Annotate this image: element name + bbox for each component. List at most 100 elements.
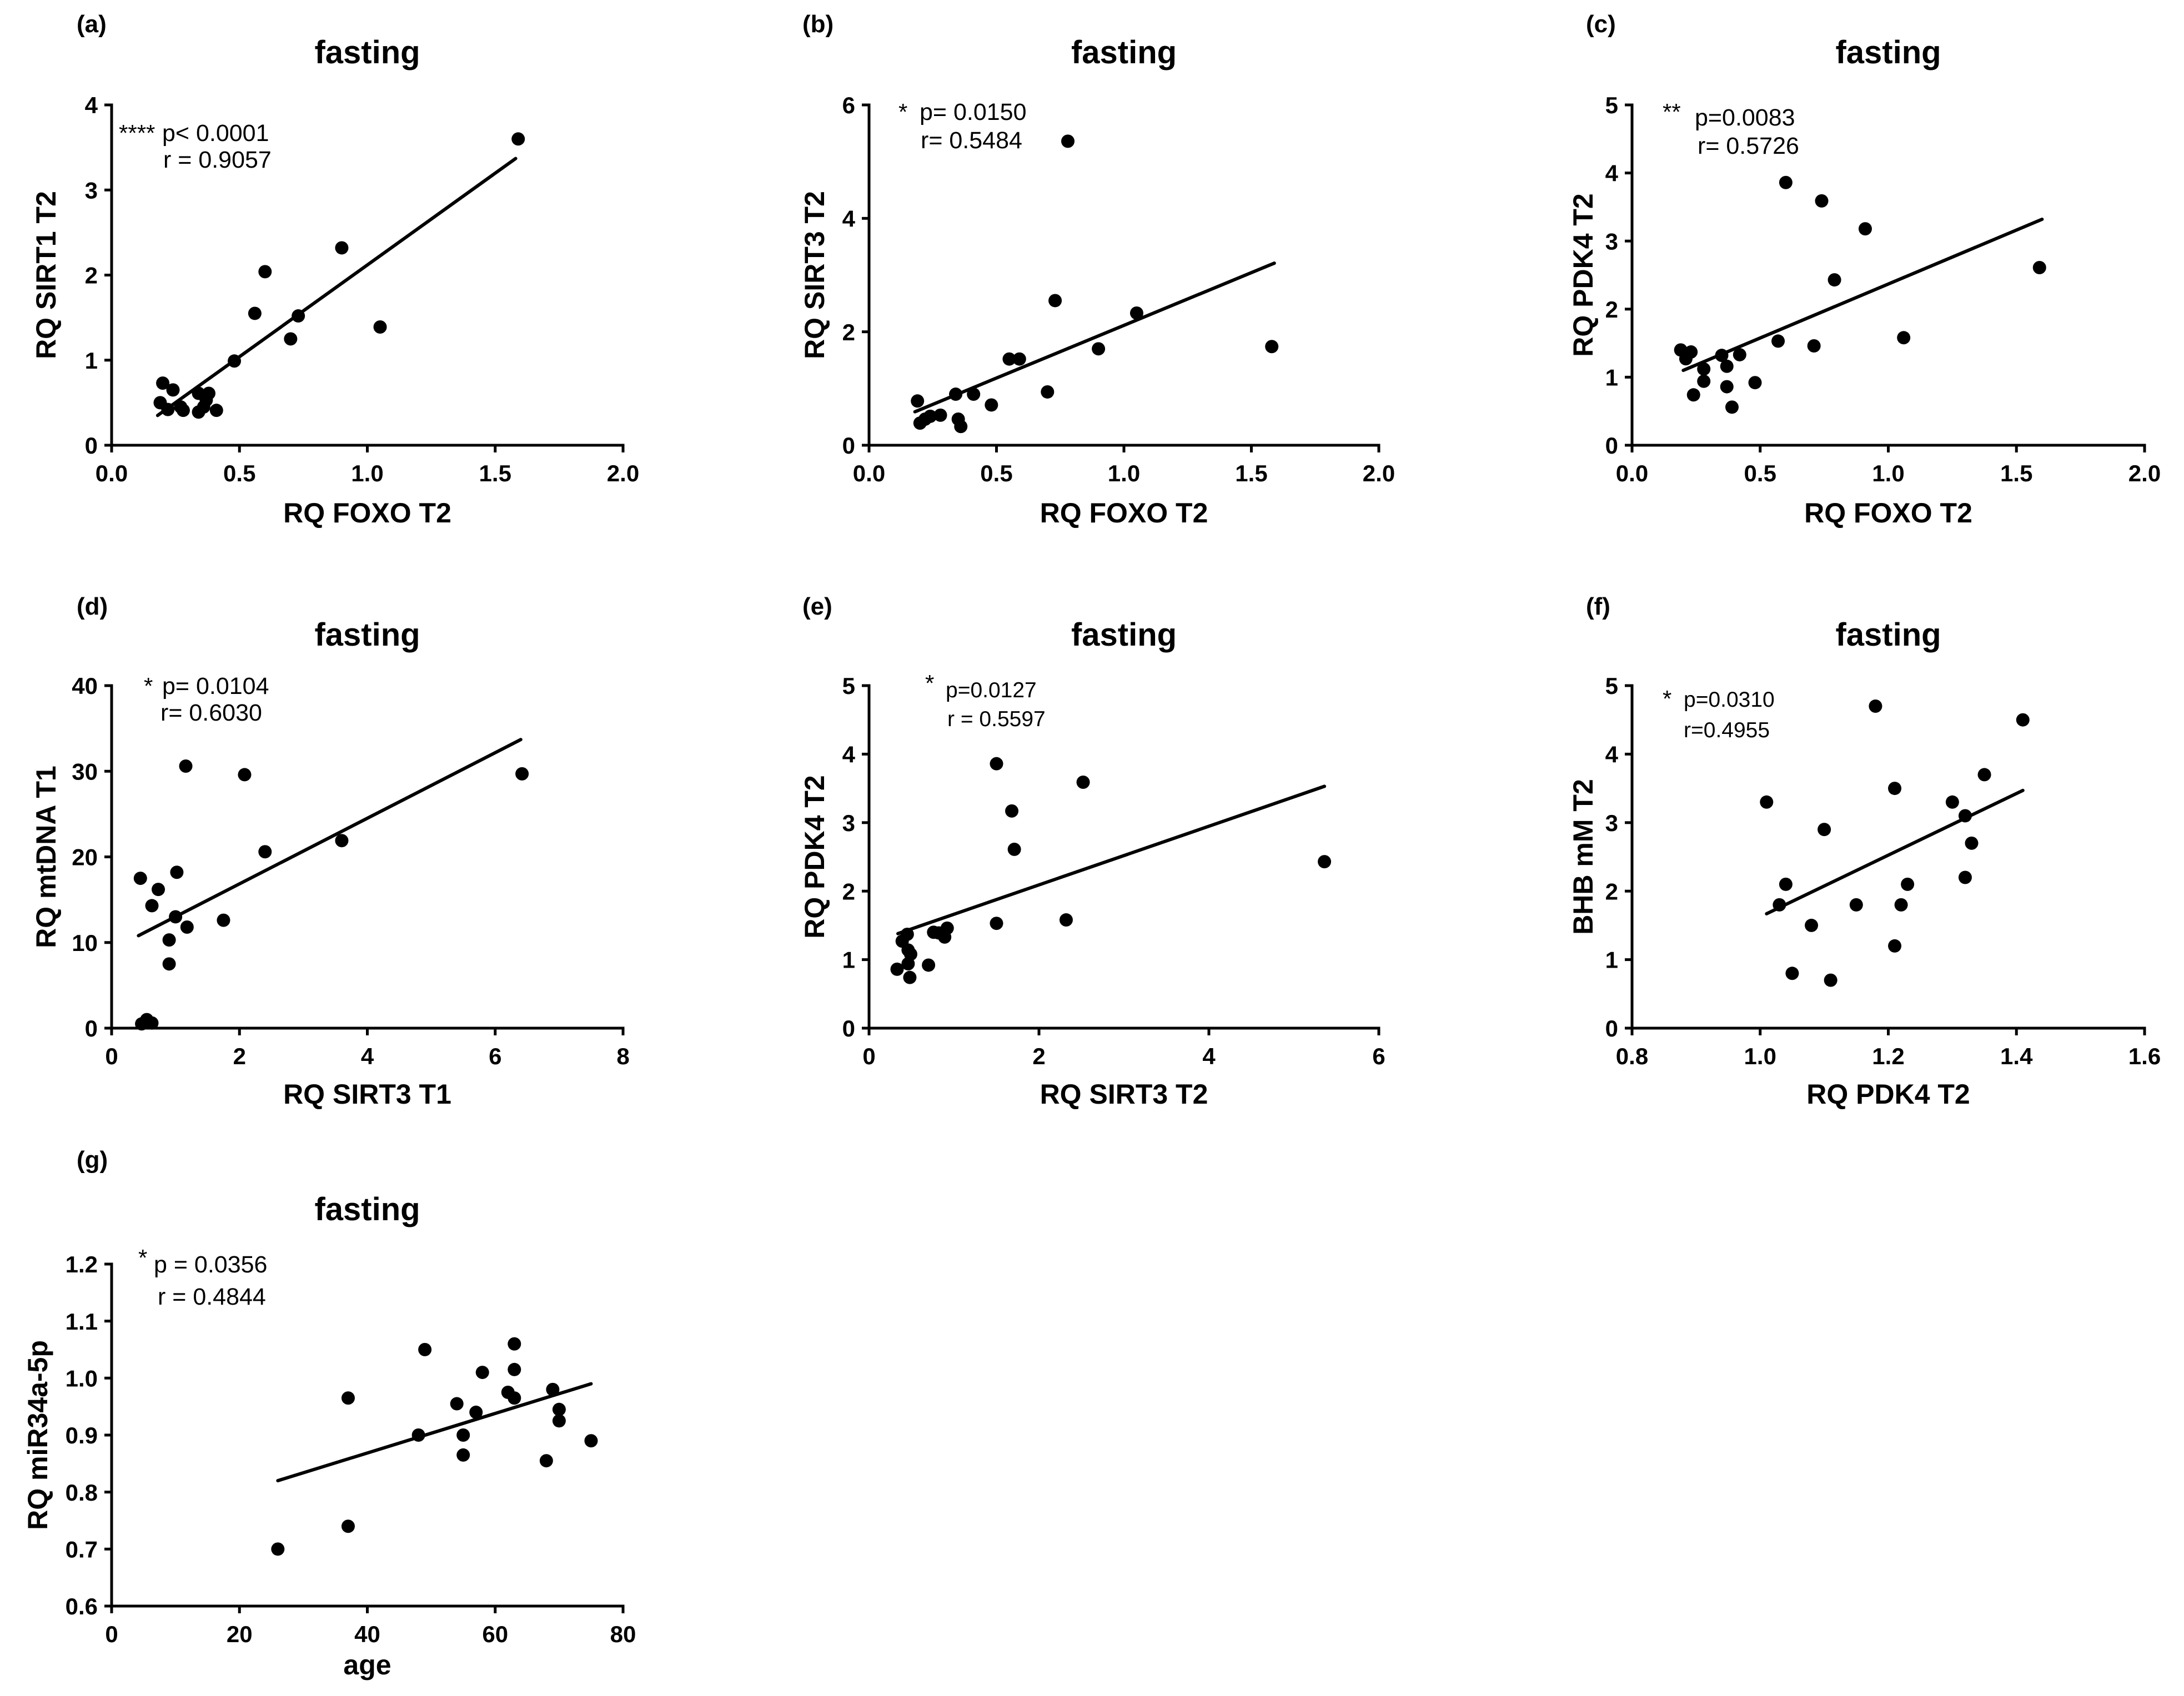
y-tick-label: 2 bbox=[842, 878, 855, 904]
data-point bbox=[152, 883, 165, 897]
data-point bbox=[1061, 134, 1075, 148]
y-tick-label: 1.2 bbox=[66, 1251, 98, 1277]
x-tick-label: 1.2 bbox=[1872, 1043, 1904, 1069]
data-point bbox=[238, 768, 252, 782]
x-tick-label: 2.0 bbox=[1363, 460, 1395, 486]
y-tick-label: 20 bbox=[72, 844, 98, 870]
x-axis-title: RQ FOXO T2 bbox=[1040, 497, 1208, 529]
y-tick-label: 1 bbox=[842, 947, 855, 973]
data-point bbox=[162, 957, 176, 971]
data-point bbox=[475, 1366, 489, 1380]
x-axis-title: RQ FOXO T2 bbox=[1804, 497, 1972, 529]
panel-title: fasting bbox=[314, 617, 420, 653]
data-point bbox=[938, 930, 952, 944]
panel-label: (d) bbox=[77, 593, 108, 620]
data-point bbox=[1849, 898, 1863, 912]
y-tick-label: 40 bbox=[72, 673, 98, 699]
significance-stars: **** bbox=[119, 120, 155, 146]
data-point bbox=[2016, 713, 2030, 727]
data-point bbox=[145, 1016, 159, 1030]
data-point bbox=[258, 845, 272, 859]
data-point bbox=[209, 404, 223, 417]
data-point bbox=[1807, 339, 1821, 353]
y-tick-label: 0 bbox=[842, 1015, 855, 1041]
panel-c: (c) fasting 0.0 0.5 1.0 1.5 2.0 0 1 2 3 4 5 RQ FOXO T… bbox=[1568, 11, 2161, 529]
data-point bbox=[901, 957, 915, 971]
p-value-text: p< 0.0001 bbox=[162, 120, 269, 147]
data-point bbox=[1827, 273, 1841, 287]
y-tick-label: 3 bbox=[1605, 228, 1618, 254]
data-point bbox=[1012, 352, 1026, 366]
data-point bbox=[584, 1434, 598, 1448]
p-value-text: p = 0.0356 bbox=[154, 1251, 267, 1278]
panel-title: fasting bbox=[314, 34, 420, 71]
x-tick-label: 2.0 bbox=[607, 460, 639, 486]
y-tick-label: 0.7 bbox=[66, 1536, 98, 1562]
panel-f: (f) fasting 0.8 1.0 1.2 1.4 1.6 0 1 2 3 4 5 RQ PDK4 T… bbox=[1568, 593, 2161, 1110]
data-point bbox=[156, 376, 170, 390]
x-axis-title: RQ FOXO T2 bbox=[283, 497, 451, 529]
y-tick-label: 3 bbox=[85, 177, 98, 203]
data-point bbox=[1818, 823, 1831, 837]
data-point bbox=[1129, 306, 1143, 320]
y-tick-label: 30 bbox=[72, 758, 98, 784]
data-point bbox=[1265, 340, 1279, 354]
data-point bbox=[133, 872, 147, 885]
data-point bbox=[1720, 380, 1734, 394]
data-point bbox=[949, 387, 963, 401]
y-tick-label: 1 bbox=[1605, 365, 1618, 391]
data-point bbox=[456, 1428, 470, 1442]
data-point bbox=[508, 1337, 521, 1351]
x-tick-label: 2.0 bbox=[2128, 460, 2161, 486]
data-point bbox=[985, 398, 998, 412]
data-point bbox=[511, 132, 525, 146]
data-point bbox=[1785, 967, 1799, 980]
data-point bbox=[890, 962, 904, 976]
x-tick-label: 1.0 bbox=[1108, 460, 1140, 486]
x-tick-label: 1.0 bbox=[1872, 460, 1904, 486]
y-tick-label: 4 bbox=[85, 92, 98, 118]
data-point bbox=[990, 757, 1003, 771]
y-tick-label: 0 bbox=[85, 432, 98, 459]
data-point bbox=[1697, 362, 1711, 376]
x-tick-label: 80 bbox=[610, 1621, 636, 1647]
y-tick-label: 10 bbox=[72, 930, 98, 956]
x-tick-label: 0.8 bbox=[1616, 1043, 1648, 1069]
y-axis-title: RQ SIRT3 T2 bbox=[799, 191, 830, 359]
x-tick-label: 4 bbox=[1202, 1043, 1216, 1069]
x-tick-label: 60 bbox=[482, 1621, 508, 1647]
data-point bbox=[1815, 194, 1829, 208]
r-value-text: r = 0.9057 bbox=[163, 147, 272, 173]
y-tick-label: 1 bbox=[85, 348, 98, 374]
y-axis-title: RQ PDK4 T2 bbox=[799, 775, 830, 939]
data-point bbox=[341, 1391, 355, 1405]
panel-label: (a) bbox=[77, 11, 107, 38]
significance-stars: * bbox=[925, 670, 934, 696]
p-value-text: p= 0.0150 bbox=[920, 99, 1027, 125]
data-point bbox=[1686, 388, 1700, 402]
r-value-text: r=0.4955 bbox=[1684, 718, 1770, 742]
y-tick-label: 5 bbox=[842, 673, 855, 699]
data-point bbox=[508, 1362, 521, 1376]
significance-stars: * bbox=[138, 1245, 147, 1271]
data-point bbox=[508, 1391, 521, 1405]
x-tick-label: 1.5 bbox=[1235, 460, 1267, 486]
data-point bbox=[1002, 352, 1016, 366]
data-point bbox=[1977, 768, 1991, 782]
data-point bbox=[169, 910, 183, 924]
x-tick-label: 1.4 bbox=[2000, 1043, 2033, 1069]
data-point bbox=[1725, 400, 1739, 414]
data-point bbox=[1005, 804, 1019, 818]
data-point bbox=[1888, 939, 1902, 953]
data-point bbox=[456, 1448, 470, 1462]
data-point bbox=[1773, 898, 1786, 912]
panel-label: (e) bbox=[802, 593, 832, 620]
regression-line bbox=[1681, 217, 2044, 373]
panel-d: (d) fasting 0 2 4 6 8 0 10 20 30 40 RQ SIRT3 T1 RQ mt… bbox=[31, 593, 630, 1110]
x-axis-title: RQ SIRT3 T2 bbox=[1040, 1079, 1208, 1110]
regression-line bbox=[137, 738, 523, 938]
x-tick-label: 0 bbox=[105, 1621, 118, 1647]
data-point bbox=[967, 387, 981, 401]
data-point bbox=[418, 1343, 432, 1356]
